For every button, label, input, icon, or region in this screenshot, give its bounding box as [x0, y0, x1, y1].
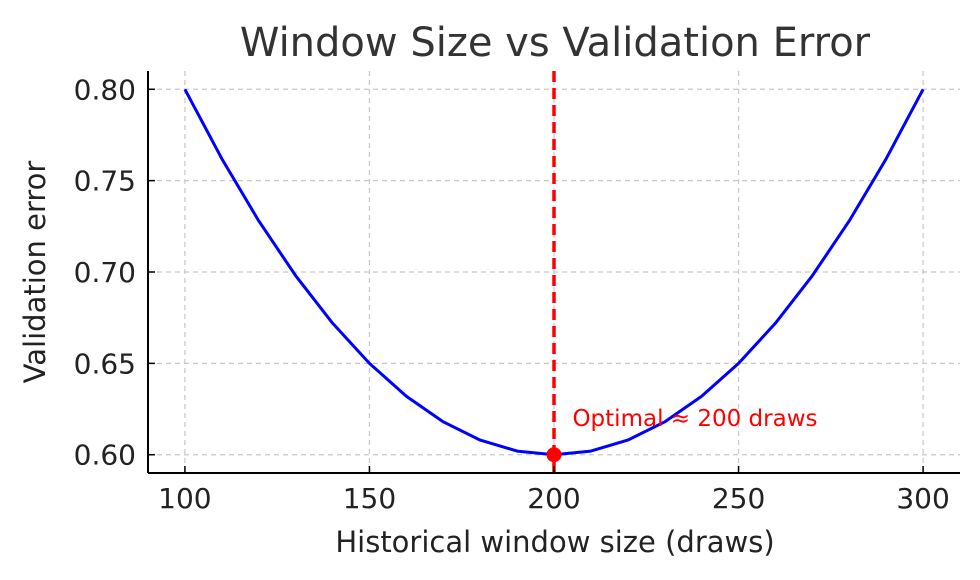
- tick-labels: 100 150 200 250 300 0.60 0.65 0.70 0.75 0.80: [74, 73, 950, 515]
- x-tick-label: 250: [712, 482, 765, 515]
- y-axis-label: Validation error: [18, 161, 52, 384]
- optimal-point: [546, 447, 562, 463]
- y-tick-label: 0.65: [74, 347, 136, 380]
- x-tick-label: 100: [158, 482, 211, 515]
- y-tick-label: 0.70: [74, 256, 136, 289]
- x-tick-label: 150: [343, 482, 396, 515]
- annotation-layer: Optimal ≈ 200 draws: [546, 71, 818, 473]
- optimal-annotation: Optimal ≈ 200 draws: [572, 406, 817, 432]
- x-tick-label: 200: [527, 482, 580, 515]
- chart-title: Window Size vs Validation Error: [240, 20, 871, 66]
- x-tick-label: 300: [896, 482, 949, 515]
- y-tick-label: 0.80: [74, 73, 136, 106]
- y-tick-label: 0.75: [74, 165, 136, 198]
- y-tick-label: 0.60: [74, 439, 136, 472]
- axes: [147, 71, 960, 474]
- x-axis-label: Historical window size (draws): [335, 525, 774, 559]
